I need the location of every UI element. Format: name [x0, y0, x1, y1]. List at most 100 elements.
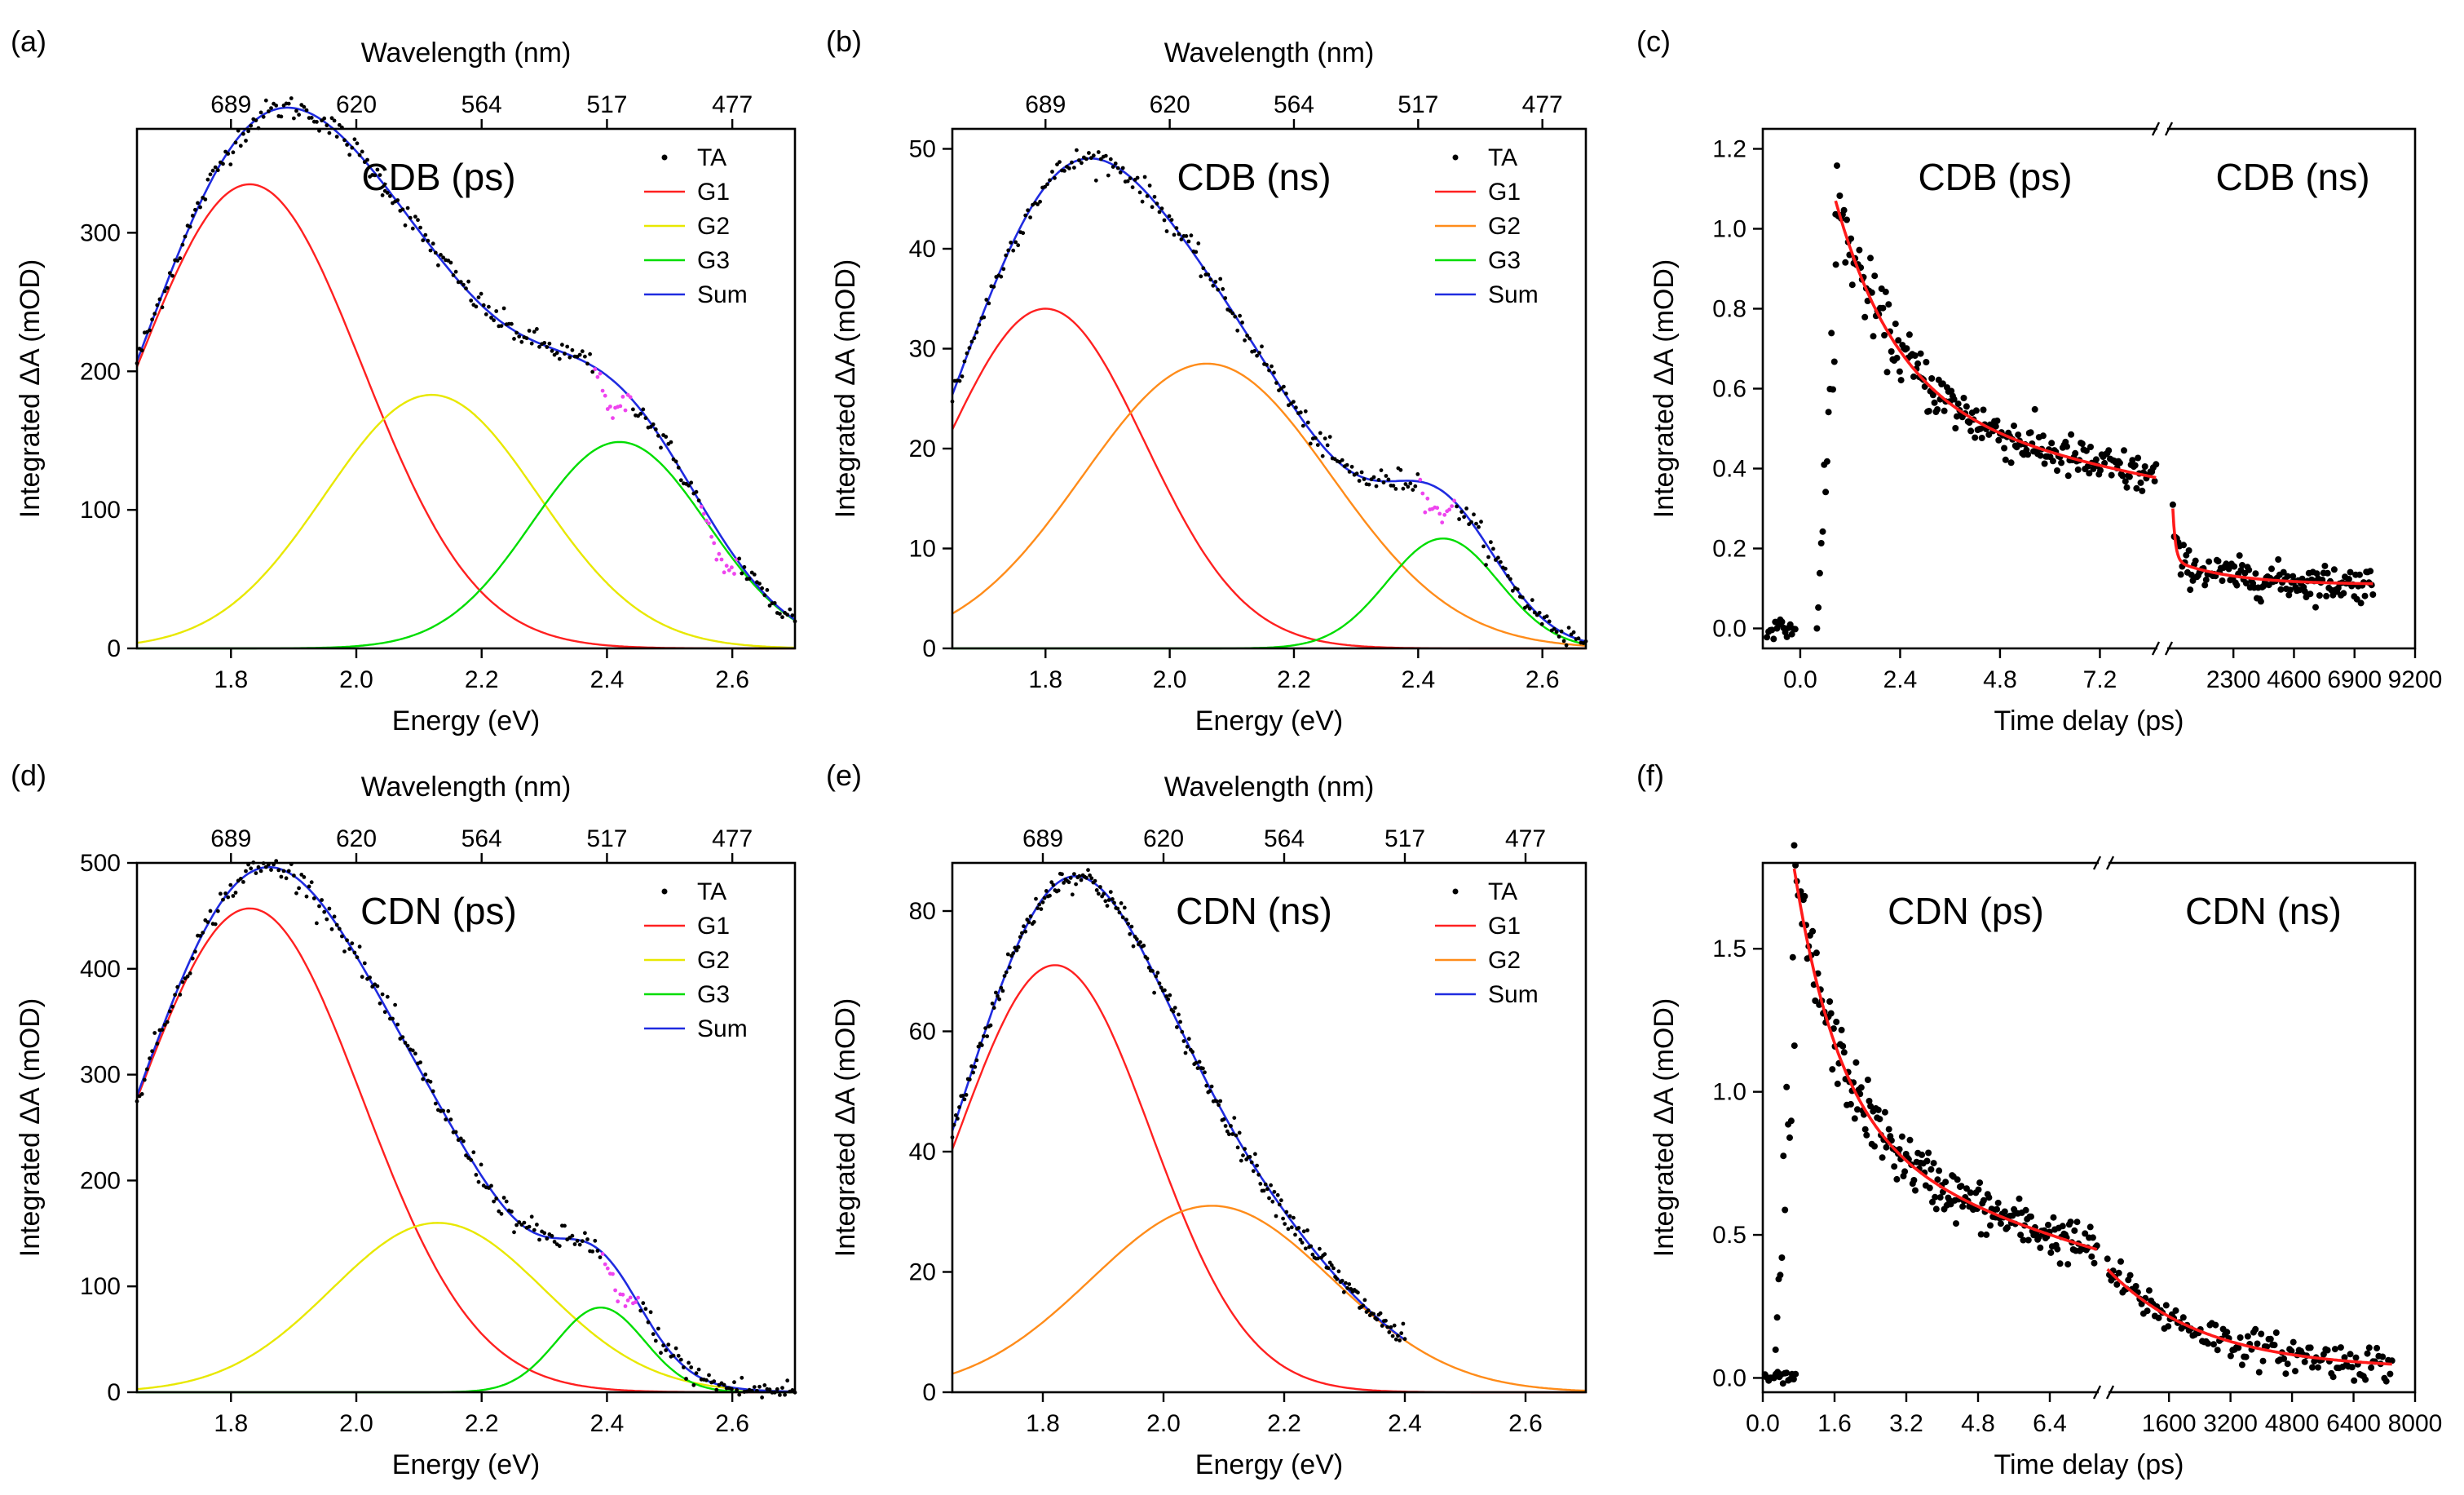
- ta-data-point: [254, 871, 258, 875]
- kinetics-data-point: [2086, 470, 2093, 477]
- kinetics-data-point: [1934, 406, 1941, 413]
- ta-data-point: [1126, 922, 1130, 926]
- ta-data-point: [1452, 498, 1456, 503]
- ta-data-point: [1269, 1183, 1273, 1188]
- kinetics-data-point: [2015, 431, 2022, 439]
- kinetics-data-point: [2074, 466, 2082, 473]
- x-tick-label: 2.4: [1401, 666, 1435, 693]
- ta-data-point: [416, 218, 420, 223]
- ta-data-point: [258, 110, 263, 115]
- ta-data-point: [514, 330, 519, 335]
- ta-data-point: [1544, 614, 1549, 618]
- ta-data-point: [577, 352, 582, 357]
- kinetics-data-point: [1848, 235, 1855, 242]
- ta-data-point: [1391, 484, 1396, 488]
- kinetics-data-point: [1975, 1186, 1982, 1193]
- ta-data-point: [664, 435, 669, 439]
- ta-data-point: [1272, 1189, 1277, 1194]
- ta-data-point: [139, 1092, 144, 1096]
- kinetics-data-point: [1952, 425, 1959, 431]
- kinetics-data-point: [1828, 330, 1835, 337]
- ta-data-point: [1425, 496, 1430, 501]
- ta-data-point: [659, 1351, 663, 1356]
- y-axis-title: Integrated ΔA (mOD): [830, 259, 861, 519]
- ta-data-point: [967, 346, 972, 351]
- ta-data-point: [375, 167, 380, 172]
- ta-data-point: [431, 241, 435, 246]
- ta-data-point: [988, 1023, 993, 1028]
- ta-data-point: [704, 518, 709, 523]
- ta-data-point: [671, 1353, 676, 1358]
- kinetics-data-point: [2153, 461, 2160, 468]
- kinetics-data-point: [1822, 489, 1830, 496]
- axis-break-mark: [2105, 1385, 2115, 1400]
- kinetics-data-point: [1967, 1189, 1974, 1196]
- ta-data-point: [1279, 1198, 1283, 1203]
- ta-data-point: [990, 1002, 995, 1006]
- x-tick-label: 1600: [2142, 1410, 2197, 1437]
- ta-data-point: [1199, 274, 1203, 279]
- x-tick-label: 1.8: [1028, 666, 1062, 693]
- ta-data-point: [757, 582, 762, 586]
- ta-data-point: [1396, 1334, 1400, 1338]
- ta-data-point: [244, 869, 248, 874]
- ta-data-point: [499, 324, 504, 328]
- ta-data-point: [299, 873, 304, 877]
- kinetics-data-point: [1914, 360, 1922, 367]
- ta-data-point: [1393, 487, 1398, 491]
- ta-data-point: [1525, 604, 1530, 608]
- ta-data-point: [1070, 892, 1075, 897]
- ta-data-point: [334, 135, 339, 139]
- ta-data-point: [345, 143, 349, 147]
- ta-data-point: [170, 1004, 174, 1009]
- ta-data-point: [256, 865, 261, 869]
- ta-data-point: [1096, 150, 1101, 154]
- ta-data-point: [461, 1139, 466, 1143]
- ta-data-point: [588, 352, 592, 356]
- ta-data-point: [1537, 610, 1542, 615]
- y-tick-label: 0.0: [1712, 616, 1746, 643]
- ta-data-point: [1034, 896, 1038, 901]
- ta-data-point: [289, 96, 294, 100]
- panel-label: (d): [11, 759, 46, 792]
- ta-data-point: [1249, 1160, 1254, 1165]
- ta-data-point: [772, 601, 777, 605]
- series-g1-line: [135, 183, 795, 650]
- wavelength-axis-title: Wavelength (nm): [361, 772, 572, 803]
- ta-data-point: [1031, 920, 1036, 924]
- ta-data-point: [1281, 1216, 1285, 1221]
- kinetics-data-point: [1892, 321, 1899, 328]
- ta-data-point: [577, 1242, 582, 1247]
- ta-data-point: [1018, 935, 1022, 940]
- ta-data-point: [362, 160, 367, 165]
- x-axis-title: Time delay (ps): [1994, 705, 2184, 736]
- ta-data-point: [557, 1244, 562, 1249]
- ta-data-point: [977, 322, 982, 327]
- ta-data-point: [385, 994, 390, 999]
- ta-data-point: [996, 993, 1000, 998]
- kinetics-data-point: [2064, 443, 2070, 450]
- kinetics-data-point: [2011, 422, 2017, 430]
- ta-data-point: [489, 1183, 493, 1188]
- x-tick-label: 2.6: [1508, 1410, 1543, 1437]
- ta-data-point: [1392, 1323, 1397, 1328]
- ta-data-point: [1406, 484, 1411, 489]
- ta-data-point: [1245, 334, 1249, 338]
- kinetics-data-point: [2179, 1314, 2187, 1321]
- ta-data-point: [542, 1231, 547, 1236]
- ta-data-point: [453, 1130, 458, 1135]
- ta-data-point: [228, 162, 233, 167]
- ta-data-point: [532, 1227, 537, 1232]
- kinetics-data-point: [1866, 1098, 1873, 1104]
- ta-data-point: [1164, 229, 1169, 233]
- ta-data-point: [1004, 253, 1009, 258]
- ta-data-point: [1532, 610, 1537, 615]
- ta-data-point: [1009, 241, 1013, 245]
- kinetics-data-point: [2272, 1329, 2280, 1336]
- ta-data-point: [1308, 441, 1313, 446]
- ta-data-point: [1093, 178, 1098, 183]
- ta-data-point: [215, 909, 220, 913]
- ta-data-point: [226, 152, 231, 156]
- ta-data-point: [1218, 1099, 1223, 1104]
- ta-data-point: [757, 1384, 762, 1389]
